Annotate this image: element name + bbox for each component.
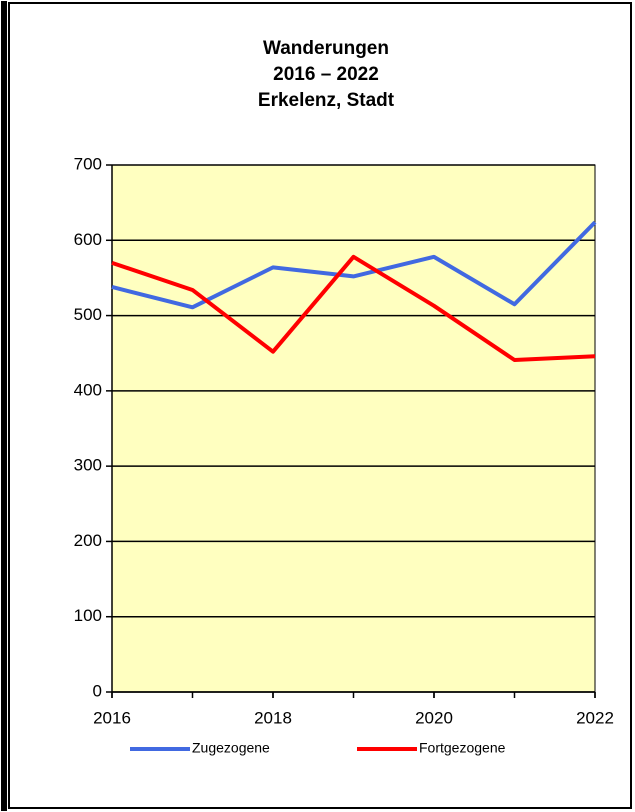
y-tick-label: 600 [74,230,102,249]
chart-title: Wanderungen [263,38,389,59]
y-tick-label: 200 [74,531,102,550]
chart-title: Erkelenz, Stadt [258,90,395,111]
y-tick-label: 500 [74,305,102,324]
plot-area [111,164,596,693]
series-line [111,254,596,362]
x-tick-label: 2020 [415,708,453,727]
y-tick-label: 400 [74,380,102,399]
left-edge [1,1,7,811]
legend-label: Zugezogene [192,740,270,756]
y-tick-label: 100 [74,606,102,625]
y-tick-label: 300 [74,456,102,475]
y-tick-label: 0 [93,681,102,700]
y-tick-label: 700 [74,154,102,173]
series-line [111,220,597,310]
x-tick-label: 2022 [576,708,614,727]
chart-title: 2016 – 2022 [273,64,379,85]
x-tick-label: 2018 [254,708,292,727]
x-tick-label: 2016 [93,708,131,727]
legend-label: Fortgezogene [419,740,506,756]
